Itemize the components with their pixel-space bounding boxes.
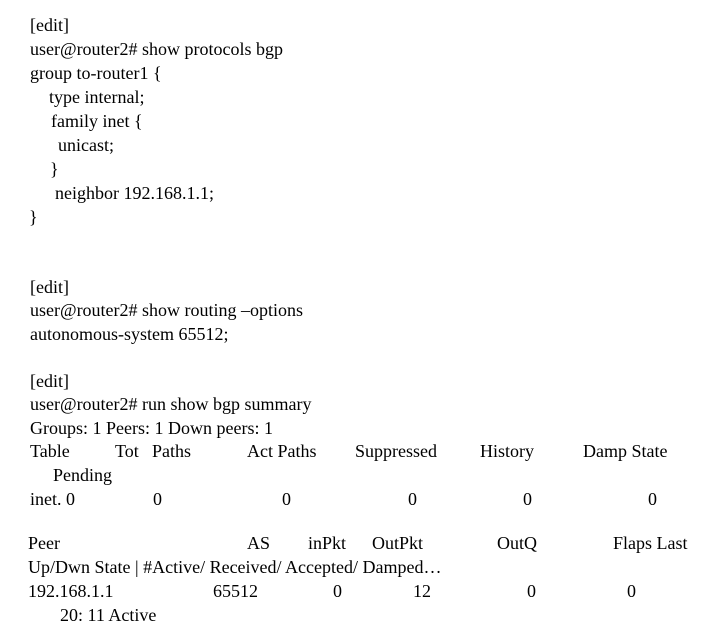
cli-text-segment: 65512 [213,581,258,601]
cli-text-segment: Groups: 1 Peers: 1 Down peers: 1 [30,418,273,438]
cli-text-segment: Table [30,441,70,461]
cli-line: family inet { [0,109,713,133]
cli-line: user@router2# show protocols bgp [0,37,713,61]
cli-text-segment: 0 [282,489,291,509]
cli-text-segment: autonomous-system 65512; [30,324,229,344]
cli-text-segment: [edit] [30,371,69,391]
cli-text-segment: } [29,207,38,227]
cli-line: Groups: 1 Peers: 1 Down peers: 1 [0,416,713,440]
cli-text-segment: History [480,441,534,461]
cli-text-segment: 20: 11 Active [60,605,157,625]
cli-line: [edit] [0,369,713,393]
cli-line: Up/Dwn State | #Active/ Received/ Accept… [0,555,713,579]
cli-line: user@router2# run show bgp summary [0,392,713,416]
cli-text-segment: Paths [152,441,192,461]
cli-text-segment: 12 [413,581,431,601]
cli-text-segment: 0 [333,581,342,601]
cli-line: autonomous-system 65512; [0,322,713,346]
cli-text-segment: [edit] [30,15,69,35]
cli-text-segment: user@router2# show routing –options [30,300,304,320]
cli-line: user@router2# show routing –options [0,298,713,322]
cli-text-segment: } [50,159,59,179]
cli-text-segment: unicast; [58,135,114,155]
cli-text-segment: Up/Dwn State | #Active/ Received/ Accept… [28,557,442,577]
cli-line: type internal; [0,85,713,109]
cli-line: group to-router1 { [0,61,713,85]
cli-line: [edit] [0,13,713,37]
cli-text-segment: OutPkt [372,533,424,553]
cli-text-segment: Damp State [583,441,668,461]
cli-line: unicast; [0,133,713,157]
cli-text-segment: Suppressed [355,441,437,461]
cli-line: Peer AS inPkt OutPkt OutQ Flaps Last [0,531,713,555]
cli-text-segment: family inet { [51,111,143,131]
cli-text-segment: Tot [115,441,139,461]
cli-text-segment: Flaps Last [613,533,688,553]
cli-text-segment: inet. 0 [30,489,75,509]
cli-text-segment: Act Paths [247,441,317,461]
cli-text-segment: Peer [28,533,60,553]
cli-line: } [0,205,713,229]
cli-line: neighbor 192.168.1.1; [0,181,713,205]
cli-line: inet. 0 0 0 0 0 0 [0,487,713,511]
cli-text-segment: group to-router1 { [30,63,162,83]
cli-line: 192.168.1.1 65512 0 12 0 0 [0,579,713,603]
cli-line: Pending [0,463,713,487]
cli-text-segment: 0 [523,489,532,509]
cli-text-segment: neighbor 192.168.1.1; [55,183,214,203]
cli-text-segment: type internal; [49,87,145,107]
cli-text-segment: 192.168.1.1 [28,581,114,601]
cli-text-segment: user@router2# run show bgp summary [30,394,312,414]
cli-line: 20: 11 Active [0,603,713,627]
cli-line: } [0,157,713,181]
cli-text-segment: 0 [627,581,636,601]
cli-text-segment: user@router2# show protocols bgp [30,39,284,59]
cli-text-segment: AS [247,533,271,553]
cli-text-segment: Pending [53,465,113,485]
cli-text-segment: OutQ [497,533,537,553]
cli-text-segment: 0 [408,489,417,509]
cli-text-segment: 0 [527,581,536,601]
cli-text-segment: inPkt [308,533,347,553]
cli-text-segment: 0 [648,489,657,509]
cli-line: [edit] [0,275,713,299]
cli-text-segment: [edit] [30,277,69,297]
cli-line: Table Tot Paths Act Paths Suppressed History D… [0,439,713,463]
cli-text-segment: 0 [153,489,162,509]
